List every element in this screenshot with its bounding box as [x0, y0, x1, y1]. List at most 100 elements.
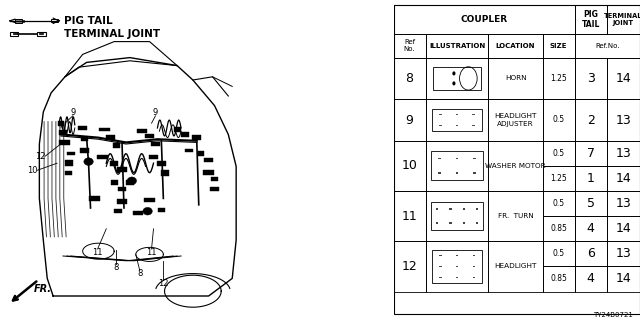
Bar	[575, 58, 607, 99]
Bar	[456, 266, 458, 267]
Bar	[192, 135, 202, 140]
Text: 13: 13	[616, 147, 631, 160]
Bar	[145, 198, 155, 202]
Bar	[488, 34, 543, 58]
Text: 13: 13	[616, 197, 631, 210]
Bar	[394, 99, 426, 141]
Bar	[60, 140, 70, 145]
Bar	[161, 170, 170, 176]
Bar	[426, 34, 488, 58]
Bar	[22, 20, 24, 22]
Text: 10: 10	[402, 159, 417, 172]
Bar	[158, 208, 164, 212]
Bar	[426, 99, 488, 141]
Bar	[58, 121, 64, 126]
Bar	[145, 134, 154, 138]
Bar	[117, 199, 127, 204]
Bar	[185, 149, 193, 152]
Bar	[456, 158, 458, 159]
Text: Ref.No.: Ref.No.	[595, 43, 620, 49]
Text: 14: 14	[616, 72, 631, 85]
Bar	[543, 166, 575, 191]
Bar	[607, 241, 640, 266]
Circle shape	[84, 158, 93, 165]
Bar	[40, 33, 44, 34]
Bar	[488, 99, 543, 141]
Bar	[438, 158, 441, 159]
Bar	[488, 58, 543, 99]
Bar	[59, 130, 67, 135]
Bar	[210, 187, 219, 191]
Text: 0.5: 0.5	[552, 149, 564, 158]
Bar	[173, 127, 180, 132]
Bar	[426, 191, 488, 241]
Bar	[432, 250, 482, 283]
Bar	[157, 161, 166, 166]
Bar	[394, 58, 426, 99]
Bar	[394, 241, 426, 292]
Bar	[65, 160, 72, 166]
Bar	[456, 276, 458, 278]
Bar	[111, 180, 118, 185]
Circle shape	[452, 71, 456, 76]
Bar	[575, 241, 607, 266]
Circle shape	[452, 81, 456, 85]
Text: 1: 1	[587, 172, 595, 185]
Text: 8: 8	[137, 269, 143, 278]
Text: TY24B0721: TY24B0721	[593, 312, 632, 318]
Text: 1.25: 1.25	[550, 174, 567, 183]
Bar	[543, 241, 575, 266]
Text: 11: 11	[147, 248, 157, 257]
Bar	[607, 266, 640, 292]
Bar	[431, 151, 483, 180]
Text: 14: 14	[616, 172, 631, 185]
Bar	[204, 170, 214, 175]
Bar	[394, 34, 426, 58]
Bar	[137, 129, 147, 133]
Text: HEADLIGHT: HEADLIGHT	[494, 263, 537, 269]
Bar	[117, 167, 127, 172]
Bar	[439, 276, 442, 278]
Bar	[106, 135, 115, 140]
Bar	[79, 126, 87, 130]
Text: 7: 7	[587, 147, 595, 160]
Text: 0.85: 0.85	[550, 275, 567, 284]
Text: 4: 4	[587, 222, 595, 235]
Bar	[439, 125, 442, 126]
Bar	[472, 125, 475, 126]
Bar	[394, 5, 575, 34]
Bar	[575, 5, 607, 34]
Circle shape	[143, 207, 152, 215]
Bar	[449, 208, 452, 210]
Bar	[476, 208, 478, 210]
Bar	[607, 191, 640, 216]
Bar	[449, 222, 452, 224]
Text: 13: 13	[616, 114, 631, 126]
Circle shape	[127, 177, 136, 185]
Bar	[426, 141, 488, 191]
Bar	[543, 58, 575, 99]
Bar	[473, 158, 476, 159]
Text: Ref
No.: Ref No.	[404, 39, 415, 52]
Bar	[426, 58, 488, 99]
Bar	[543, 191, 575, 216]
Bar	[463, 208, 465, 210]
Bar	[476, 222, 478, 224]
Bar	[607, 58, 640, 99]
Text: 1.25: 1.25	[550, 74, 567, 83]
Text: 12: 12	[35, 152, 46, 161]
Bar	[438, 172, 441, 174]
Bar	[543, 99, 575, 141]
Bar	[575, 99, 607, 141]
Bar	[472, 114, 475, 115]
Bar	[607, 99, 640, 141]
Bar	[211, 177, 218, 181]
Bar	[456, 255, 458, 256]
Text: 12: 12	[158, 279, 168, 288]
Bar	[607, 141, 640, 166]
Bar	[198, 151, 204, 156]
Text: 9: 9	[70, 108, 76, 117]
Bar	[394, 191, 426, 241]
Bar	[37, 32, 46, 36]
Text: PIG TAIL: PIG TAIL	[64, 16, 113, 26]
